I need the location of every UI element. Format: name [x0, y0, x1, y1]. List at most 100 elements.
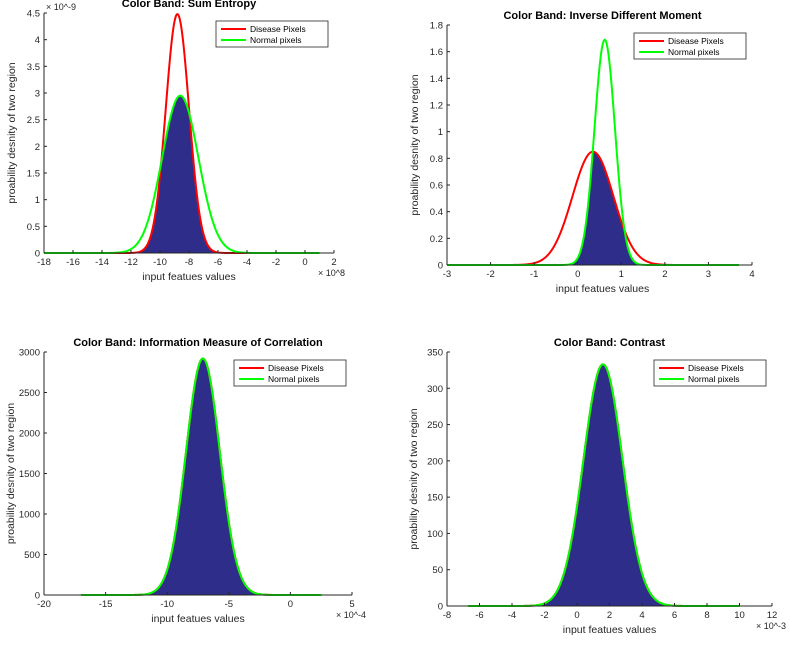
overlap-area: [468, 364, 740, 606]
chart-title: Color Band: Information Measure of Corre…: [73, 337, 323, 349]
x-tick-label: 0: [575, 269, 580, 280]
x-tick-label: 1: [619, 269, 624, 280]
x-tick-label: 2: [607, 610, 612, 621]
x-axis-label: input featues values: [151, 613, 244, 625]
x-tick-label: -5: [225, 599, 233, 610]
x-tick-label: -6: [214, 257, 222, 268]
y-axis-label: proability desnity of two region: [5, 403, 17, 544]
y-axis-label: proability desnity of two region: [408, 408, 420, 549]
y-tick-label: 350: [427, 348, 443, 359]
x-tick-label: -6: [475, 610, 483, 621]
y-tick-label: 3.5: [27, 62, 40, 73]
legend-label-normal: Normal pixels: [268, 374, 320, 384]
chart-title: Color Band: Inverse Different Moment: [503, 10, 701, 22]
y-tick-label: 200: [427, 456, 443, 467]
x-tick-label: -3: [443, 269, 451, 280]
y-tick-label: 300: [427, 384, 443, 395]
legend-box: [633, 32, 747, 60]
x-exponent-label: × 10^-4: [336, 610, 366, 620]
x-axis-label: input featues values: [142, 271, 235, 283]
series-line-disease: [101, 13, 306, 254]
y-tick-label: 2: [35, 142, 40, 153]
legend-label-disease: Disease Pixels: [688, 363, 744, 373]
x-axis-label: input featues values: [556, 283, 649, 295]
x-tick-label: 4: [749, 269, 754, 280]
x-tick-label: 2: [662, 269, 667, 280]
overlap-area: [447, 151, 739, 265]
y-tick-label: 1.4: [430, 74, 443, 85]
y-exponent-label: × 10^-9: [46, 2, 76, 12]
x-tick-label: 3: [706, 269, 711, 280]
y-tick-label: 0.8: [430, 154, 443, 165]
x-tick-label: -12: [124, 257, 138, 268]
chart-title: Color Band: Sum Entropy: [122, 0, 257, 10]
x-exponent-label: × 10^-3: [756, 621, 786, 631]
x-tick-label: -14: [95, 257, 109, 268]
y-tick-label: 0.4: [430, 207, 443, 218]
y-tick-label: 1.8: [430, 21, 443, 32]
y-tick-label: 1.2: [430, 101, 443, 112]
x-tick-label: 5: [349, 599, 354, 610]
x-tick-label: -20: [37, 599, 51, 610]
x-tick-label: -4: [508, 610, 516, 621]
x-tick-label: 4: [639, 610, 644, 621]
y-tick-label: 100: [427, 529, 443, 540]
y-tick-label: 1.5: [27, 169, 40, 180]
x-axis-label: input featues values: [563, 624, 656, 636]
legend-box: [653, 359, 767, 387]
x-tick-label: -8: [443, 610, 451, 621]
x-tick-label: 6: [672, 610, 677, 621]
y-tick-label: 0.6: [430, 181, 443, 192]
x-tick-label: -2: [486, 269, 494, 280]
legend-box: [233, 359, 347, 387]
y-axis-label: proability desnity of two region: [6, 62, 18, 203]
y-tick-label: 2000: [19, 429, 40, 440]
chart-panel-4: -8 -6 -4 -2 0 2 4 6 8 10 12 0 50 100 150 200 250 300 350 × …: [408, 337, 786, 636]
chart-panel-1: -18 -16 -14 -12 -10 -8 -6 -4 -2 0 2 0 0.5 1 1.5 2 2.5 3 3.…: [6, 0, 345, 283]
x-tick-label: 2: [331, 257, 336, 268]
y-tick-label: 0: [35, 591, 40, 602]
y-tick-label: 0.2: [430, 234, 443, 245]
x-tick-label: 0: [288, 599, 293, 610]
y-tick-label: 1: [35, 195, 40, 206]
x-tick-label: 0: [302, 257, 307, 268]
y-tick-label: 50: [432, 565, 443, 576]
y-tick-label: 1: [438, 127, 443, 138]
x-tick-label: 10: [734, 610, 745, 621]
x-tick-label: -15: [99, 599, 113, 610]
y-tick-label: 4: [35, 35, 40, 46]
chart-panel-3: -20 -15 -10 -5 0 5 0 500 1000 1500 2000 2500 3000 × 1…: [5, 337, 366, 625]
x-tick-label: -2: [272, 257, 280, 268]
x-tick-label: -16: [66, 257, 80, 268]
legend-label-disease: Disease Pixels: [268, 363, 324, 373]
x-tick-label: -8: [185, 257, 193, 268]
y-tick-label: 1500: [19, 469, 40, 480]
y-tick-label: 1.6: [430, 47, 443, 58]
y-tick-label: 0: [438, 261, 443, 272]
x-tick-label: -10: [160, 599, 174, 610]
chart-panel-2: -3 -2 -1 0 1 2 3 4 0 0.2 0.4 0.6 0.8 1 1.2 1.4 1.6 1.8 Col…: [409, 10, 755, 295]
x-tick-label: 12: [767, 610, 778, 621]
y-tick-label: 0: [438, 602, 443, 613]
y-tick-label: 1000: [19, 510, 40, 521]
x-tick-label: -4: [243, 257, 251, 268]
y-tick-label: 3: [35, 89, 40, 100]
legend-label-disease: Disease Pixels: [668, 36, 724, 46]
overlap-area: [80, 358, 322, 595]
legend-label-normal: Normal pixels: [250, 35, 302, 45]
x-tick-label: -2: [540, 610, 548, 621]
legend-label-disease: Disease Pixels: [250, 24, 306, 34]
y-tick-label: 500: [24, 550, 40, 561]
x-tick-label: 8: [704, 610, 709, 621]
y-tick-label: 0: [35, 249, 40, 260]
x-tick-label: -1: [530, 269, 538, 280]
legend-label-normal: Normal pixels: [668, 47, 720, 57]
overlap-area: [102, 95, 305, 254]
y-tick-label: 250: [427, 420, 443, 431]
x-tick-label: -18: [37, 257, 51, 268]
